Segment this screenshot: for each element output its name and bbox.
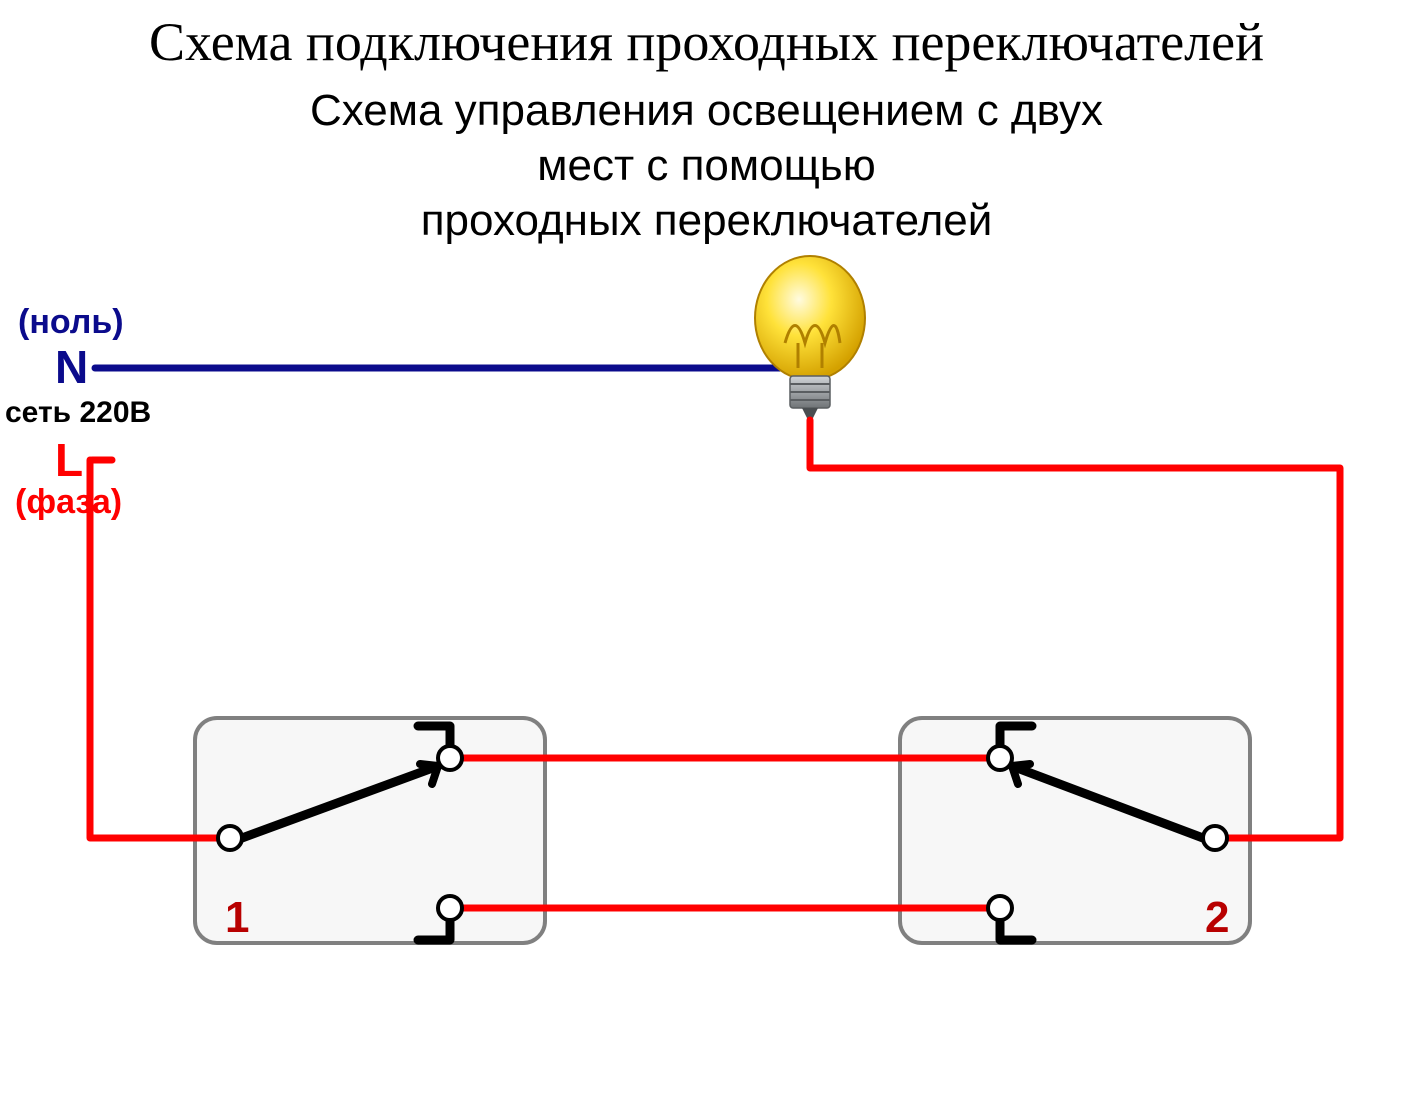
subtitle-line-1: Схема управления освещением с двух — [310, 86, 1103, 135]
light-bulb-icon — [755, 256, 865, 420]
sw1-common-terminal — [218, 826, 242, 850]
sw2-common-terminal — [1203, 826, 1227, 850]
subtitle-line-2: мест с помощью — [537, 141, 875, 190]
neutral-letter-label: N — [55, 340, 88, 394]
mains-label: сеть 220В — [5, 396, 151, 430]
switch-1-number: 1 — [225, 893, 249, 943]
sw2-bottom-terminal — [988, 896, 1012, 920]
page-title: Схема подключения проходных переключател… — [0, 0, 1413, 75]
subtitle-line-3: проходных переключателей — [421, 196, 993, 245]
switch-2-number: 2 — [1205, 893, 1229, 943]
diagram-canvas: (ноль) N сеть 220В L (фаза) 1 2 — [0, 248, 1413, 1008]
phase-paren-label: (фаза) — [15, 483, 122, 522]
wiring-svg — [0, 248, 1413, 1008]
phase-letter-label: L — [55, 433, 83, 487]
sw1-top-terminal — [438, 746, 462, 770]
sw2-top-terminal — [988, 746, 1012, 770]
sw1-bottom-terminal — [438, 896, 462, 920]
neutral-paren-label: (ноль) — [18, 303, 124, 342]
page-subtitle: Схема управления освещением с двух мест … — [0, 83, 1413, 248]
